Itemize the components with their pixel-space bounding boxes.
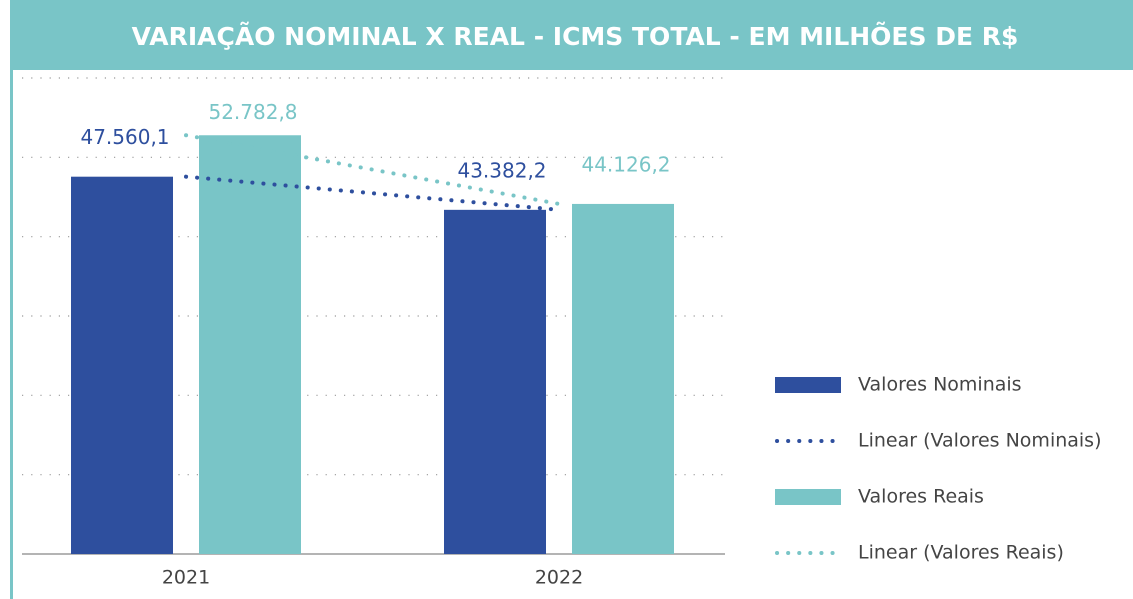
x-tick-label: 2022 — [535, 567, 583, 589]
legend-label: Valores Reais — [858, 486, 984, 508]
x-tick-label: 2021 — [162, 567, 210, 589]
trend-line — [184, 174, 561, 212]
data-label: 44.126,2 — [581, 152, 670, 176]
trend-line — [184, 133, 561, 206]
legend-label: Linear (Valores Nominais) — [858, 430, 1102, 452]
title-banner — [10, 0, 1133, 70]
legend-label: Valores Nominais — [858, 374, 1022, 396]
data-label: 47.560,1 — [80, 125, 169, 149]
left-border — [10, 70, 13, 599]
bar — [71, 176, 173, 554]
legend-label: Linear (Valores Reais) — [858, 542, 1064, 564]
chart-title: VARIAÇÃO NOMINAL X REAL - ICMS TOTAL - E… — [132, 21, 1019, 51]
bar — [199, 135, 301, 554]
bar — [572, 203, 674, 555]
legend-swatch — [775, 489, 841, 505]
data-label: 43.382,2 — [457, 158, 546, 182]
bar — [444, 209, 546, 555]
data-label: 52.782,8 — [208, 100, 297, 124]
legend-swatch — [775, 377, 841, 393]
